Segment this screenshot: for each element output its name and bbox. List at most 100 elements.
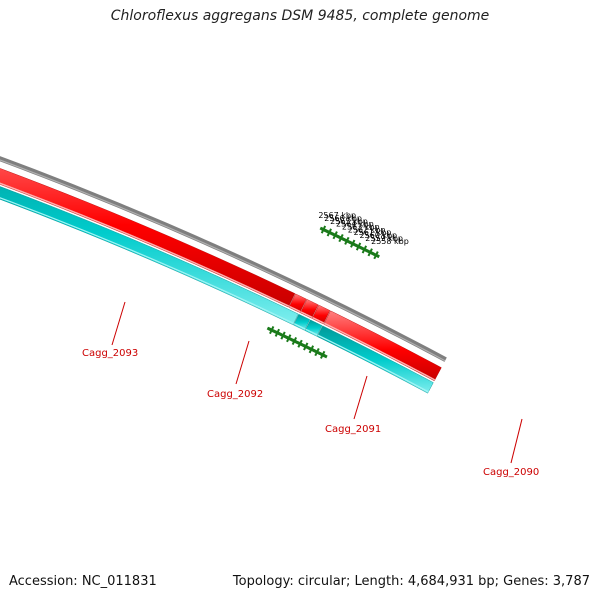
- minor-tick: [358, 245, 362, 249]
- minor-tick: [348, 240, 352, 245]
- scale-label: 2564 kbp: [336, 220, 374, 229]
- inner-major-tick: [297, 339, 303, 348]
- scale-label: 2563 kbp: [342, 222, 380, 231]
- inner-major-tick: [280, 331, 286, 340]
- forward-gene-highlight: [323, 322, 436, 381]
- inner-minor-tick: [299, 342, 303, 347]
- minor-tick: [365, 248, 369, 253]
- map-title: Chloroflexus aggregans DSM 9485, complet…: [110, 8, 490, 24]
- inner-minor-tick: [267, 327, 271, 331]
- reverse-gene-highlight: [317, 334, 429, 393]
- inner-minor-tick: [295, 340, 299, 344]
- gene-label: Cagg_2093: [82, 348, 138, 359]
- minor-tick: [342, 237, 347, 242]
- inner-minor-tick: [306, 345, 310, 350]
- inner-minor-tick: [322, 353, 326, 358]
- inner-minor-tick: [289, 337, 293, 342]
- inner-minor-tick: [297, 341, 301, 345]
- inner-scale-ticks: [266, 326, 328, 359]
- inner-minor-tick: [303, 344, 307, 348]
- gene-label: Cagg_2091: [325, 424, 381, 435]
- scale-label: 2567 kbp: [318, 211, 356, 220]
- forward-gene-1: [0, 168, 296, 308]
- minor-tick: [369, 251, 373, 255]
- reverse-gene-3: [304, 319, 323, 337]
- scale-label: 2566 kbp: [324, 214, 362, 223]
- genome-summary-text: Topology: circular; Length: 4,684,931 bp…: [232, 574, 590, 589]
- minor-tick: [347, 240, 351, 244]
- inner-minor-tick: [301, 343, 306, 348]
- reverse-gene-highlight: [293, 323, 306, 330]
- inner-minor-tick: [273, 329, 277, 334]
- minor-tick: [344, 238, 348, 243]
- inner-minor-tick: [312, 348, 316, 353]
- minor-tick: [363, 248, 368, 252]
- minor-tick: [323, 228, 327, 232]
- forward-gene-highlight: [300, 311, 313, 319]
- minor-tick: [353, 243, 357, 247]
- minor-tick: [320, 227, 324, 231]
- major-tick: [332, 231, 338, 240]
- inner-minor-tick: [308, 346, 312, 351]
- scale-label: 2565 kbp: [330, 217, 368, 226]
- reverse-gene-2: [293, 313, 311, 331]
- outer-scale-ticks: [319, 225, 380, 260]
- inner-major-tick: [303, 342, 309, 351]
- gene-label: Cagg_2090: [483, 467, 539, 478]
- scale-label: 2559 kbp: [365, 234, 403, 243]
- forward-gene-highlight: [0, 182, 290, 307]
- inner-minor-tick: [323, 354, 327, 358]
- minor-tick: [372, 252, 376, 256]
- accession-text: Accession: NC_011831: [9, 574, 157, 589]
- minor-tick: [331, 232, 335, 236]
- inner-major-tick: [314, 348, 320, 357]
- inner-minor-tick: [274, 330, 278, 335]
- inner-major-tick: [319, 350, 326, 359]
- minor-tick: [319, 226, 323, 231]
- forward-gene-5: [323, 310, 442, 382]
- minor-tick: [360, 246, 364, 251]
- inner-minor-tick: [284, 335, 289, 339]
- inner-minor-tick: [286, 335, 290, 340]
- inner-minor-tick: [272, 329, 276, 333]
- minor-tick: [332, 232, 336, 237]
- inner-minor-tick: [282, 334, 286, 338]
- inner-minor-tick: [319, 352, 324, 357]
- minor-tick: [340, 236, 344, 241]
- minor-tick: [324, 228, 328, 233]
- backbone-highlight: [0, 159, 446, 362]
- minor-tick: [354, 243, 358, 248]
- inner-minor-tick: [268, 327, 273, 332]
- gene-leader-line: [111, 301, 126, 346]
- major-tick: [373, 251, 379, 260]
- minor-tick: [361, 247, 365, 251]
- gene-leader-line: [235, 340, 250, 385]
- inner-minor-tick: [314, 349, 318, 354]
- major-tick: [344, 236, 350, 245]
- reverse-gene-4: [317, 325, 434, 394]
- major-tick: [367, 248, 373, 257]
- inner-major-tick: [286, 334, 292, 343]
- minor-tick: [375, 253, 379, 258]
- inner-minor-tick: [310, 348, 315, 352]
- minor-tick: [341, 237, 345, 241]
- inner-minor-tick: [300, 343, 304, 347]
- reverse-gene-highlight: [305, 328, 318, 336]
- inner-minor-tick: [296, 340, 300, 345]
- forward-gene-highlight: [312, 316, 325, 324]
- minor-tick: [352, 242, 356, 247]
- major-tick: [320, 225, 327, 234]
- inner-major-tick: [308, 345, 315, 354]
- reverse-strand-track: [0, 186, 434, 394]
- backbone-line: [0, 156, 447, 362]
- forward-gene-highlight: [289, 305, 301, 313]
- minor-tick: [325, 229, 329, 234]
- inner-minor-tick: [288, 337, 292, 341]
- gene-label: Cagg_2092: [207, 389, 263, 400]
- inner-major-tick: [291, 336, 298, 346]
- genome-backbone: [0, 156, 447, 362]
- minor-tick: [334, 233, 338, 238]
